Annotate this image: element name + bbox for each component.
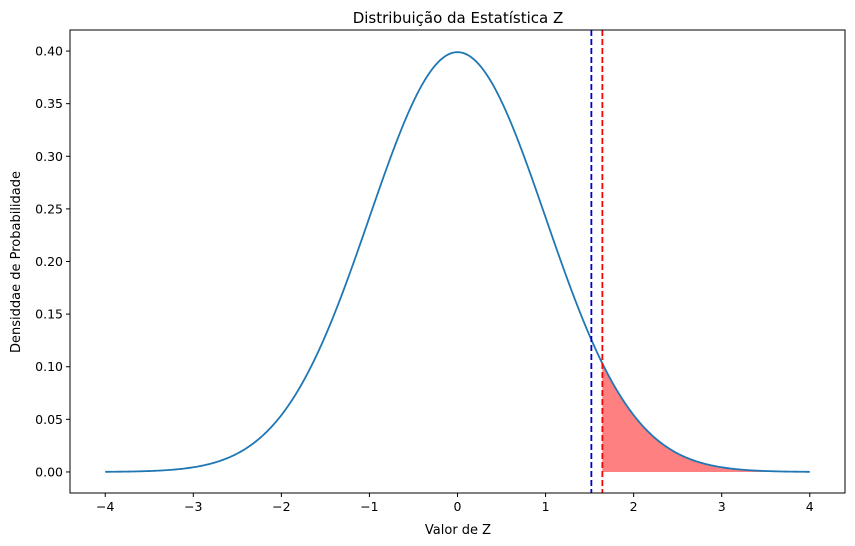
y-tick-label: 0.00 (35, 464, 63, 479)
x-tick-label: 0 (454, 499, 462, 514)
x-tick-label: −1 (360, 499, 378, 514)
y-tick-label: 0.40 (35, 44, 63, 59)
y-axis-label: Densiddae de Probabilidade (9, 171, 24, 353)
y-tick-label: 0.15 (35, 307, 63, 322)
x-tick-label: 3 (718, 499, 726, 514)
y-tick-label: 0.20 (35, 254, 63, 269)
density-curve (105, 51, 810, 473)
x-axis-label: Valor de Z (425, 523, 491, 538)
x-tick-label: −4 (96, 499, 114, 514)
plot-area (105, 30, 810, 493)
y-tick-label: 0.30 (35, 149, 63, 164)
x-tick-label: −3 (184, 499, 202, 514)
x-tick-label: 4 (806, 499, 814, 514)
plot-frame (69, 29, 846, 494)
y-axis: 0.00 0.05 0.10 0.15 0.20 0.25 0.30 0.35 0.40 (35, 44, 70, 479)
x-tick-label: 1 (542, 499, 550, 514)
x-tick-label: 2 (630, 499, 638, 514)
y-tick-label: 0.35 (35, 96, 63, 111)
rejection-region (602, 363, 810, 472)
chart-title: Distribuição da Estatística Z (353, 9, 564, 27)
x-axis: −4 −3 −2 −1 0 1 2 3 4 (96, 493, 814, 514)
y-tick-label: 0.10 (35, 359, 63, 374)
y-tick-label: 0.25 (35, 201, 63, 216)
y-tick-label: 0.05 (35, 412, 63, 427)
x-tick-label: −2 (272, 499, 290, 514)
